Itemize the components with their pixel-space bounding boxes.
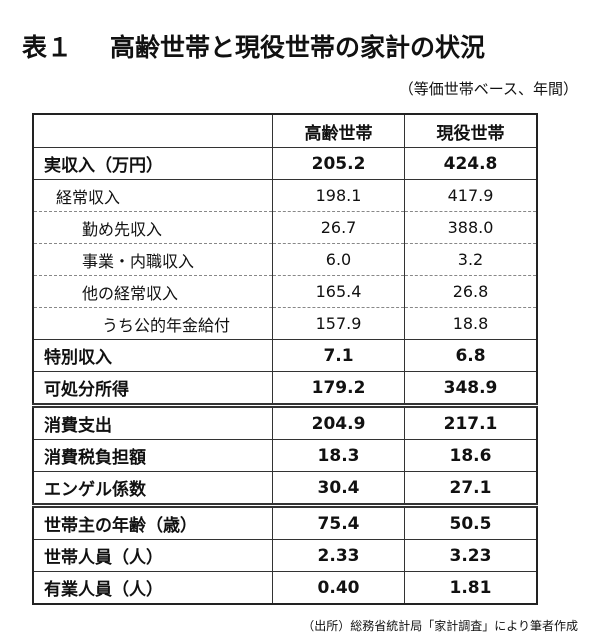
elderly-value: 198.1	[272, 179, 405, 212]
row-label: 可処分所得	[44, 380, 129, 400]
working-value: 18.8	[404, 307, 537, 340]
table-row: 事業・内職収入 6.0 3.2	[33, 243, 537, 276]
row-label: うち公的年金給付	[102, 315, 231, 335]
header-working: 現役世帯	[404, 114, 537, 148]
subtitle: （等価世帯ベース、年間）	[398, 80, 578, 98]
elderly-value: 6.0	[272, 243, 405, 276]
working-value: 26.8	[404, 275, 537, 308]
row-label: 有業人員（人）	[44, 580, 163, 600]
row-label: 実収入（万円）	[44, 156, 163, 176]
working-value: 348.9	[404, 371, 537, 406]
elderly-value: 26.7	[272, 211, 405, 244]
table-row: エンゲル係数 30.4 27.1	[33, 471, 537, 506]
elderly-value: 205.2	[272, 147, 405, 180]
row-label: エンゲル係数	[44, 480, 146, 500]
working-value: 388.0	[404, 211, 537, 244]
elderly-value: 204.9	[272, 405, 405, 440]
working-value: 217.1	[404, 405, 537, 440]
elderly-value: 2.33	[272, 539, 405, 572]
table-row: 実収入（万円） 205.2 424.8	[33, 147, 537, 180]
working-value: 424.8	[404, 147, 537, 180]
header-elderly: 高齢世帯	[272, 114, 405, 148]
elderly-value: 179.2	[272, 371, 405, 406]
row-label: 他の経常収入	[82, 283, 179, 303]
title-text: 高齢世帯と現役世帯の家計の状況	[110, 33, 486, 62]
row-label: 事業・内職収入	[82, 251, 195, 271]
table-number: 表１	[22, 33, 73, 62]
table-header-row: 高齢世帯 現役世帯	[33, 114, 537, 148]
working-value: 18.6	[404, 439, 537, 472]
row-label: 経常収入	[56, 187, 121, 207]
table-row: うち公的年金給付 157.9 18.8	[33, 307, 537, 340]
working-value: 27.1	[404, 471, 537, 506]
working-value: 6.8	[404, 339, 537, 372]
elderly-value: 75.4	[272, 505, 405, 540]
table-row: 消費税負担額 18.3 18.6	[33, 439, 537, 472]
table-row: 特別収入 7.1 6.8	[33, 339, 537, 372]
page-title: 表１ 高齢世帯と現役世帯の家計の状況	[22, 28, 485, 64]
table-row: 世帯人員（人） 2.33 3.23	[33, 539, 537, 572]
household-budget-table: 高齢世帯 現役世帯 実収入（万円） 205.2 424.8 経常収入 198.1 417…	[32, 113, 538, 605]
table-row: 勤め先収入 26.7 388.0	[33, 211, 537, 244]
row-label: 消費税負担額	[44, 448, 146, 468]
source-note: （出所）総務省統計局「家計調査」により筆者作成	[302, 619, 578, 633]
table-row: 有業人員（人） 0.40 1.81	[33, 571, 537, 604]
elderly-value: 30.4	[272, 471, 405, 506]
elderly-value: 18.3	[272, 439, 405, 472]
table-row: 消費支出 204.9 217.1	[33, 405, 537, 440]
working-value: 1.81	[404, 571, 537, 604]
table-row: 経常収入 198.1 417.9	[33, 179, 537, 212]
table-row: 世帯主の年齢（歳） 75.4 50.5	[33, 505, 537, 540]
row-label: 世帯主の年齢（歳）	[44, 516, 197, 536]
table-row: 他の経常収入 165.4 26.8	[33, 275, 537, 308]
elderly-value: 7.1	[272, 339, 405, 372]
row-label: 特別収入	[44, 348, 112, 368]
row-label: 消費支出	[44, 416, 112, 436]
row-label: 世帯人員（人）	[44, 548, 163, 568]
elderly-value: 157.9	[272, 307, 405, 340]
elderly-value: 165.4	[272, 275, 405, 308]
header-blank	[33, 114, 273, 148]
table-row: 可処分所得 179.2 348.9	[33, 371, 537, 406]
working-value: 3.2	[404, 243, 537, 276]
working-value: 50.5	[404, 505, 537, 540]
working-value: 417.9	[404, 179, 537, 212]
row-label: 勤め先収入	[82, 219, 163, 239]
elderly-value: 0.40	[272, 571, 405, 604]
working-value: 3.23	[404, 539, 537, 572]
